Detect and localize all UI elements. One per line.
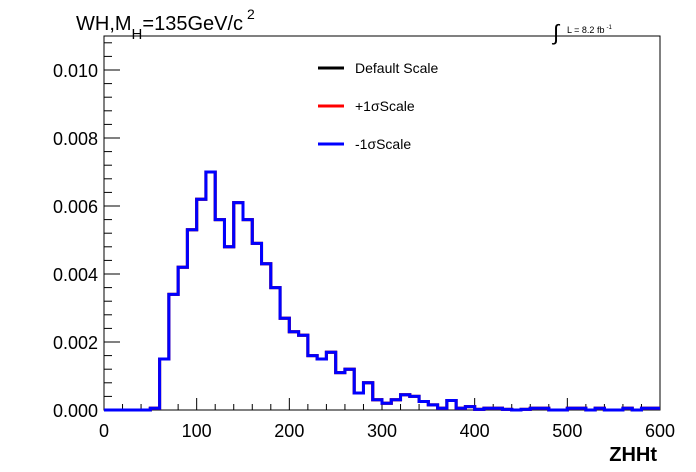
legend-label: -1σScale bbox=[355, 136, 411, 152]
lumi-label: L = 8.2 fb -1 bbox=[567, 25, 612, 35]
x-tick-label: 100 bbox=[182, 421, 212, 441]
y-tick-label: 0.004 bbox=[53, 265, 98, 285]
series-line bbox=[104, 170, 660, 412]
x-tick-label: 400 bbox=[460, 421, 490, 441]
chart-title: WH,MH=135GeV/c 2 bbox=[76, 6, 255, 43]
y-tick-label: 0.010 bbox=[53, 61, 98, 81]
x-tick-label: 300 bbox=[367, 421, 397, 441]
series-group bbox=[104, 170, 660, 412]
axes-group: 0 100 200 300 400 500 600 0.000 0.002 0.004 0.006 0… bbox=[53, 42, 675, 441]
legend-label: +1σScale bbox=[355, 98, 415, 114]
x-tick-label: 500 bbox=[552, 421, 582, 441]
y-tick-label: 0.006 bbox=[53, 197, 98, 217]
y-tick-label: 0.008 bbox=[53, 129, 98, 149]
x-tick-label: 600 bbox=[645, 421, 675, 441]
legend: Default Scale +1σScale -1σScale bbox=[318, 60, 438, 152]
x-axis-label: ZHHt bbox=[609, 444, 657, 466]
y-tick-label: 0.002 bbox=[53, 333, 98, 353]
x-tick-label: 200 bbox=[274, 421, 304, 441]
legend-label: Default Scale bbox=[355, 60, 438, 76]
lumi-integral-sign: ∫ bbox=[551, 20, 561, 45]
x-tick-label: 0 bbox=[99, 421, 109, 441]
y-tick-label: 0.000 bbox=[53, 401, 98, 421]
